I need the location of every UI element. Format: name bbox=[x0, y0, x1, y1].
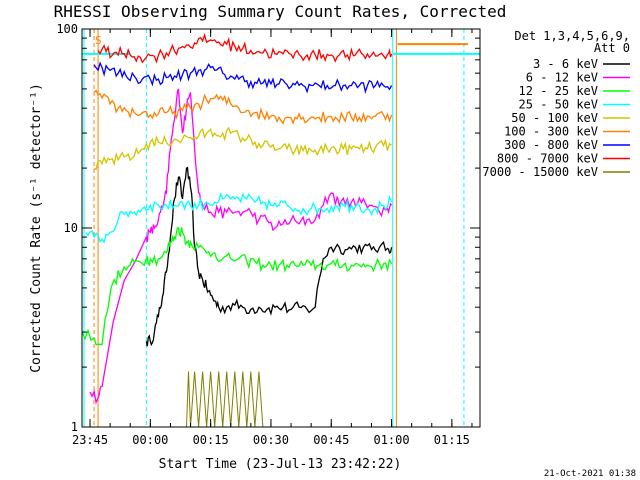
series-line bbox=[97, 32, 393, 64]
y-tick-label: 100 bbox=[56, 22, 78, 36]
x-tick-label: 00:45 bbox=[313, 433, 349, 447]
x-axis-label: Start Time (23-Jul-13 23:42:22) bbox=[159, 457, 402, 472]
legend-header-line-1: Det 1,3,4,5,6,9, bbox=[514, 29, 630, 43]
x-tick-label: 00:30 bbox=[253, 433, 289, 447]
x-tick-label: 01:15 bbox=[434, 433, 470, 447]
legend-label: 50 - 100 keV bbox=[511, 111, 598, 125]
legend-label: 100 - 300 keV bbox=[504, 125, 598, 139]
y-tick-label: 1 bbox=[71, 420, 78, 434]
legend-label: 6 - 12 keV bbox=[526, 71, 598, 85]
legend-label: 7000 - 15000 keV bbox=[482, 165, 598, 179]
legend-label: 25 - 50 keV bbox=[519, 98, 598, 112]
y-axis-label: Corrected Count Rate (s⁻¹ detector⁻¹) bbox=[29, 83, 44, 373]
x-tick-label: 23:45 bbox=[72, 433, 108, 447]
series-line bbox=[93, 61, 393, 95]
flag-label: S bbox=[95, 34, 102, 47]
series-line bbox=[93, 126, 393, 171]
series-line bbox=[93, 89, 393, 126]
y-tick-label: 10 bbox=[64, 221, 78, 235]
axis-ticks: 23:45 00:00 00:15 00:30 00:45 01:00 01:15 1 10 10… bbox=[56, 22, 480, 447]
series-line bbox=[85, 191, 393, 244]
x-tick-label: 00:00 bbox=[132, 433, 168, 447]
legend-label: 3 - 6 keV bbox=[533, 57, 598, 71]
x-tick-label: 01:00 bbox=[373, 433, 409, 447]
x-tick-label: 00:15 bbox=[193, 433, 229, 447]
legend-label: 300 - 800 keV bbox=[504, 138, 598, 152]
chart-title: RHESSI Observing Summary Count Rates, Co… bbox=[54, 2, 507, 21]
date-stamp: 21-Oct-2021 01:38 bbox=[544, 469, 636, 479]
legend-label: 12 - 25 keV bbox=[519, 84, 598, 98]
series-layer bbox=[81, 32, 393, 428]
legend-header-line-2: Att 0 bbox=[594, 41, 630, 55]
legend-label: 800 - 7000 keV bbox=[497, 152, 598, 166]
series-line bbox=[81, 227, 393, 346]
